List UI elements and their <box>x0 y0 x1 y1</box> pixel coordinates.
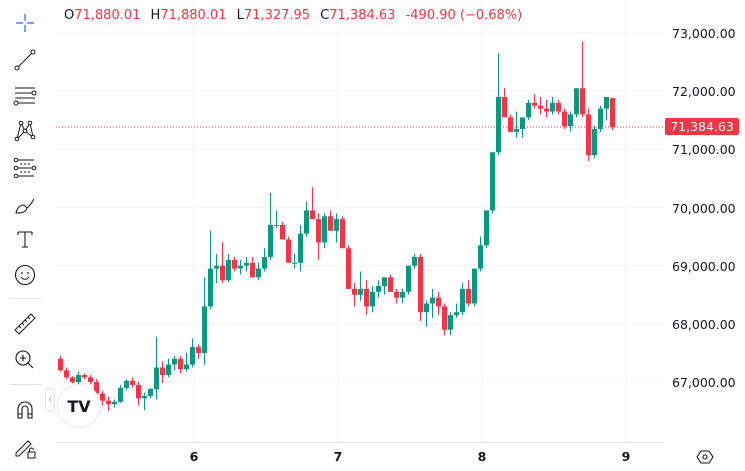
zoom-in-icon <box>15 350 34 369</box>
ohlc-legend: O71,880.01 H71,880.01 L71,327.95 C71,384… <box>64 8 522 23</box>
time-label: 6 <box>189 449 199 464</box>
low-value: 71,327.95 <box>243 8 311 23</box>
crosshair-tool[interactable] <box>8 6 42 40</box>
time-axis[interactable]: 6 7 8 9 <box>56 442 664 471</box>
zoom-in-tool[interactable] <box>8 343 42 377</box>
settings-hexagon-icon <box>696 450 714 464</box>
price-label: 70,000.00 <box>672 201 736 216</box>
trend-line-icon <box>14 49 36 71</box>
emoji-tool[interactable] <box>8 258 42 292</box>
trend-line-tool[interactable] <box>8 43 42 77</box>
low-key: L <box>236 8 244 23</box>
drawing-toolbar <box>0 0 50 470</box>
open-value: 71,880.01 <box>74 8 141 23</box>
brush-tool[interactable] <box>8 188 42 222</box>
lock-drawings-tool[interactable] <box>8 430 42 464</box>
time-label: 9 <box>621 449 631 464</box>
toolbar-separator <box>10 298 42 299</box>
price-label: 69,000.00 <box>672 259 736 274</box>
text-tool[interactable] <box>8 222 42 256</box>
ruler-icon <box>14 313 36 335</box>
time-label: 8 <box>477 449 487 464</box>
toolbar-separator <box>10 384 42 385</box>
price-label: 72,000.00 <box>672 84 736 99</box>
brush-icon <box>15 198 35 214</box>
time-label: 7 <box>333 449 343 464</box>
open-key: O <box>64 8 75 23</box>
high-key: H <box>150 8 161 23</box>
magnet-tool[interactable] <box>8 393 42 427</box>
text-icon <box>17 231 33 248</box>
fib-retracement-tool[interactable] <box>8 79 42 113</box>
prediction-tool[interactable] <box>8 151 42 185</box>
lock-drawings-icon <box>15 440 36 459</box>
price-label: 68,000.00 <box>672 317 736 332</box>
high-value: 71,880.01 <box>160 8 227 23</box>
price-label: 67,000.00 <box>672 375 736 390</box>
candlestick-chart[interactable] <box>56 0 664 442</box>
emoji-icon <box>14 264 36 286</box>
close-key: C <box>320 8 330 23</box>
close-value: 71,384.63 <box>329 8 396 23</box>
crosshair-icon <box>16 14 34 32</box>
price-axis[interactable]: 73,000.00 72,000.00 71,000.00 70,000.00 … <box>664 0 745 442</box>
logo-text: TV <box>67 396 91 416</box>
tradingview-logo[interactable]: TV <box>57 384 101 428</box>
ruler-tool[interactable] <box>8 307 42 341</box>
collapse-toolbar-button[interactable]: ‹ <box>45 388 55 412</box>
pattern-icon <box>14 120 36 142</box>
magnet-icon <box>17 401 33 419</box>
chevron-left-icon: ‹ <box>48 395 52 405</box>
fib-retracement-icon <box>13 87 37 106</box>
chart-settings-button[interactable] <box>696 448 714 466</box>
pattern-tool[interactable] <box>8 114 42 148</box>
change-value: -490.90 (−0.68%) <box>405 8 523 23</box>
price-label: 73,000.00 <box>672 26 736 41</box>
chart-canvas[interactable] <box>56 0 664 442</box>
prediction-icon <box>13 157 37 179</box>
last-price-badge: 71,384.63 <box>665 118 739 136</box>
price-label: 71,000.00 <box>672 142 736 157</box>
